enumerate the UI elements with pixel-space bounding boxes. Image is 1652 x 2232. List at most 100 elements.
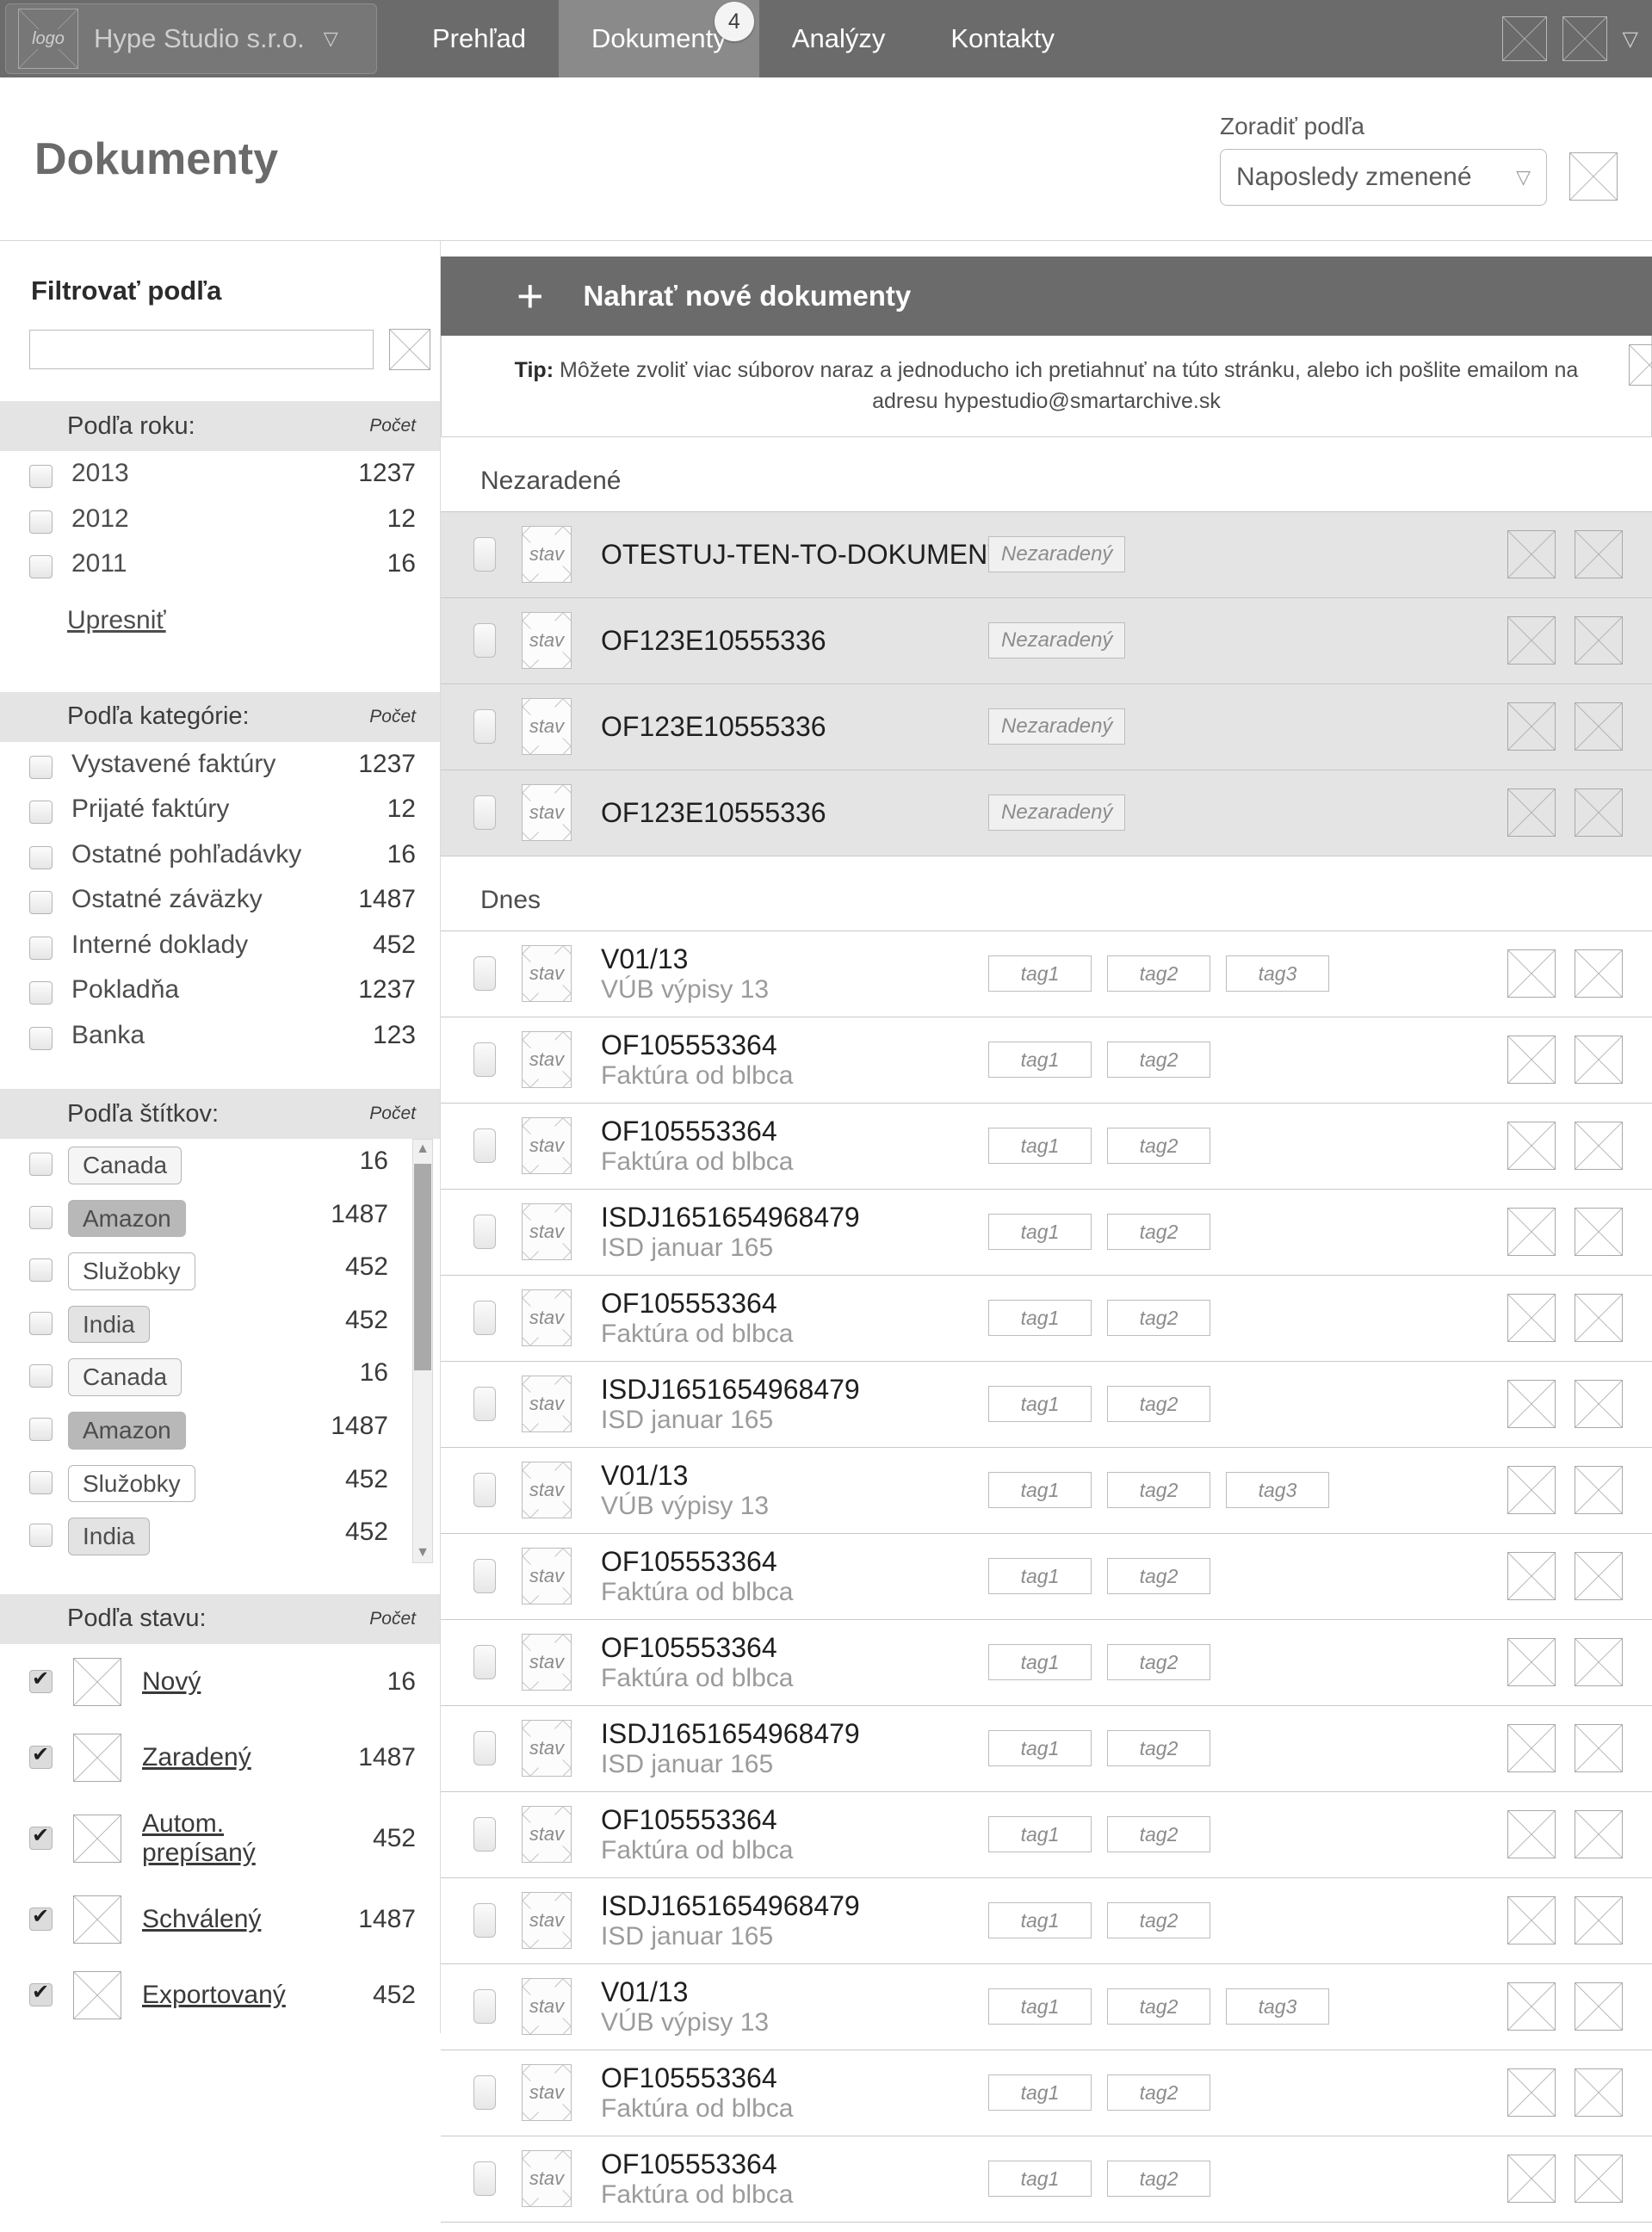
filter-row[interactable]: 2013 1237 bbox=[0, 451, 440, 497]
document-state-icon[interactable]: stav bbox=[522, 784, 572, 841]
row-tag[interactable]: tag2 bbox=[1107, 1472, 1210, 1508]
status-label[interactable]: Schválený bbox=[142, 1904, 262, 1933]
filter-row[interactable]: Vystavené faktúry 1237 bbox=[0, 742, 440, 788]
tag-pill[interactable]: Služobky bbox=[68, 1464, 195, 1503]
status-checkbox[interactable] bbox=[29, 1666, 53, 1694]
tag-filter-row[interactable]: Canada 16 bbox=[0, 1139, 440, 1192]
delete-icon[interactable] bbox=[1575, 1208, 1623, 1256]
document-state-icon[interactable]: stav bbox=[522, 1720, 572, 1777]
download-icon[interactable] bbox=[1507, 616, 1556, 665]
sort-select[interactable]: Naposledy zmenené ▽ bbox=[1220, 148, 1547, 206]
row-tag[interactable]: tag1 bbox=[988, 2161, 1092, 2197]
scroll-up-icon[interactable]: ▲ bbox=[416, 1141, 430, 1156]
document-state-icon[interactable]: stav bbox=[522, 1978, 572, 2035]
row-tag[interactable]: tag1 bbox=[988, 1300, 1092, 1336]
download-icon[interactable] bbox=[1507, 702, 1556, 751]
filter-row[interactable]: 2012 12 bbox=[0, 497, 440, 542]
tab-prehad[interactable]: Prehľad bbox=[399, 0, 559, 77]
status-checkbox[interactable] bbox=[29, 1823, 53, 1851]
delete-icon[interactable] bbox=[1575, 788, 1623, 837]
delete-icon[interactable] bbox=[1575, 2155, 1623, 2203]
row-tag[interactable]: tag1 bbox=[988, 1214, 1092, 1250]
document-state-icon[interactable]: stav bbox=[522, 1376, 572, 1432]
row-tag[interactable]: tag2 bbox=[1107, 1128, 1210, 1164]
status-filter-row[interactable]: Exportovaný 452 bbox=[0, 1957, 440, 2033]
filter-search-input[interactable] bbox=[29, 330, 374, 369]
filter-checkbox[interactable] bbox=[29, 801, 53, 824]
delete-icon[interactable] bbox=[1575, 616, 1623, 665]
tag-pill[interactable]: Služobky bbox=[68, 1252, 195, 1290]
row-tag[interactable]: tag2 bbox=[1107, 1386, 1210, 1422]
row-tag[interactable]: tag2 bbox=[1107, 1042, 1210, 1078]
row-select-checkbox[interactable] bbox=[473, 1817, 496, 1852]
row-tag[interactable]: tag1 bbox=[988, 1730, 1092, 1766]
document-state-icon[interactable]: stav bbox=[522, 1634, 572, 1691]
org-switcher[interactable]: logo Hype Studio s.r.o. ▽ bbox=[5, 3, 377, 74]
notifications-icon[interactable] bbox=[1501, 16, 1547, 61]
status-label[interactable]: Nový bbox=[142, 1666, 201, 1696]
document-state-icon[interactable]: stav bbox=[522, 1548, 572, 1604]
row-tag[interactable]: tag2 bbox=[1107, 2074, 1210, 2111]
tag-filter-row[interactable]: Služobky 452 bbox=[0, 1457, 440, 1511]
download-icon[interactable] bbox=[1507, 1638, 1556, 1686]
tag-filter-row[interactable]: India 452 bbox=[0, 1510, 440, 1563]
tag-filter-row[interactable]: Canada 16 bbox=[0, 1351, 440, 1404]
filter-row[interactable]: Ostatné záväzky 1487 bbox=[0, 877, 440, 923]
row-tag[interactable]: tag1 bbox=[988, 1644, 1092, 1680]
download-icon[interactable] bbox=[1507, 1294, 1556, 1342]
status-label[interactable]: Zaradený bbox=[142, 1742, 251, 1771]
refine-link[interactable]: Upresniť bbox=[67, 605, 166, 634]
tab-dokumenty[interactable]: Dokumenty 4 bbox=[559, 0, 759, 77]
row-tag[interactable]: tag2 bbox=[1107, 1214, 1210, 1250]
filter-checkbox[interactable] bbox=[29, 891, 53, 914]
row-tag[interactable]: tag2 bbox=[1107, 1902, 1210, 1938]
row-select-checkbox[interactable] bbox=[473, 795, 496, 830]
tag-filter-row[interactable]: India 452 bbox=[0, 1298, 440, 1351]
filter-row[interactable]: Pokladňa 1237 bbox=[0, 968, 440, 1013]
user-menu-chevron-icon[interactable]: ▽ bbox=[1622, 27, 1638, 51]
delete-icon[interactable] bbox=[1575, 1638, 1623, 1686]
tag-checkbox[interactable] bbox=[29, 1470, 53, 1494]
row-select-checkbox[interactable] bbox=[473, 1042, 496, 1077]
status-checkbox[interactable] bbox=[29, 1980, 53, 2007]
row-tag[interactable]: tag1 bbox=[988, 1558, 1092, 1594]
row-select-checkbox[interactable] bbox=[473, 1559, 496, 1593]
delete-icon[interactable] bbox=[1575, 1982, 1623, 2031]
status-filter-row[interactable]: Autom. prepísaný 452 bbox=[0, 1796, 440, 1882]
download-icon[interactable] bbox=[1507, 1466, 1556, 1514]
document-row[interactable]: stav ISDJ1651654968479 ISD januar 165 tag1 t… bbox=[441, 1362, 1652, 1448]
row-select-checkbox[interactable] bbox=[473, 1989, 496, 2024]
document-state-icon[interactable]: stav bbox=[522, 1806, 572, 1863]
download-icon[interactable] bbox=[1507, 1208, 1556, 1256]
download-icon[interactable] bbox=[1507, 530, 1556, 578]
download-icon[interactable] bbox=[1507, 1810, 1556, 1858]
download-icon[interactable] bbox=[1507, 1724, 1556, 1772]
row-tag[interactable]: tag2 bbox=[1107, 1816, 1210, 1852]
download-icon[interactable] bbox=[1507, 949, 1556, 998]
row-select-checkbox[interactable] bbox=[473, 1128, 496, 1163]
document-row[interactable]: stav OF105553364 Faktúra od blbca tag1 tag2 bbox=[441, 2050, 1652, 2136]
filter-search-icon[interactable] bbox=[389, 329, 430, 370]
document-row[interactable]: stav OF105553364 Faktúra od blbca tag1 tag2 bbox=[441, 1792, 1652, 1878]
document-state-icon[interactable]: stav bbox=[522, 945, 572, 1002]
document-row[interactable]: stav V01/13 VÚB výpisy 13 tag1 tag2 tag3 bbox=[441, 931, 1652, 1017]
filter-checkbox[interactable] bbox=[29, 845, 53, 869]
document-state-icon[interactable]: stav bbox=[522, 1462, 572, 1518]
status-label[interactable]: Autom. prepísaný bbox=[142, 1808, 256, 1867]
row-tag[interactable]: tag2 bbox=[1107, 1558, 1210, 1594]
row-select-checkbox[interactable] bbox=[473, 623, 496, 658]
scrollbar-thumb[interactable] bbox=[414, 1164, 431, 1370]
row-tag[interactable]: tag2 bbox=[1107, 1300, 1210, 1336]
filter-checkbox[interactable] bbox=[29, 755, 53, 779]
row-tag[interactable]: tag1 bbox=[988, 2074, 1092, 2111]
row-select-checkbox[interactable] bbox=[473, 1903, 496, 1938]
upload-documents-button[interactable]: + Nahrať nové dokumenty bbox=[441, 257, 1652, 336]
filter-row[interactable]: Ostatné pohľadávky 16 bbox=[0, 832, 440, 878]
document-row[interactable]: stav ISDJ1651654968479 ISD januar 165 tag1 t… bbox=[441, 1706, 1652, 1792]
row-select-checkbox[interactable] bbox=[473, 1215, 496, 1249]
row-tag[interactable]: tag1 bbox=[988, 1386, 1092, 1422]
document-state-icon[interactable]: stav bbox=[522, 2150, 572, 2207]
download-icon[interactable] bbox=[1507, 1122, 1556, 1170]
delete-icon[interactable] bbox=[1575, 1896, 1623, 1944]
status-filter-row[interactable]: Zaradený 1487 bbox=[0, 1720, 440, 1796]
